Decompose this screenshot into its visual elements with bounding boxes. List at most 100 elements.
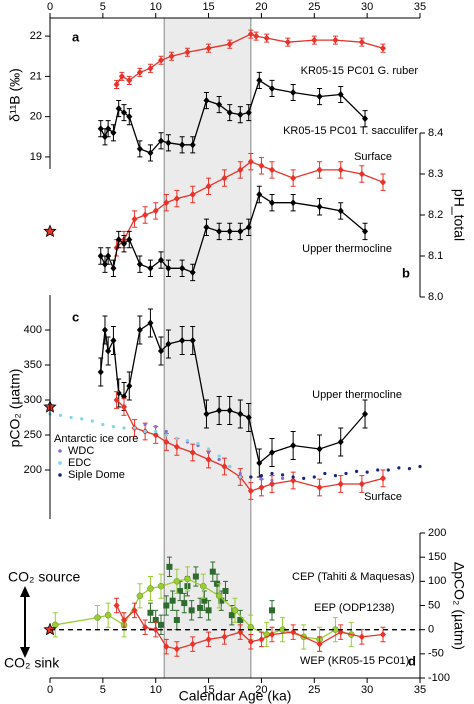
point <box>258 635 265 643</box>
point <box>216 227 223 235</box>
point <box>104 611 112 619</box>
point <box>152 431 159 439</box>
x-tick-label: 30 <box>361 1 373 13</box>
y-tick-label: 22 <box>30 30 42 42</box>
point <box>258 484 265 491</box>
point <box>280 473 285 477</box>
point <box>418 464 422 469</box>
point <box>337 166 344 174</box>
point <box>136 145 143 153</box>
point <box>269 199 275 207</box>
point <box>238 475 242 479</box>
point <box>203 410 210 418</box>
point <box>147 609 154 616</box>
point <box>231 607 239 614</box>
point <box>189 268 196 276</box>
x-tick-label: 15 <box>202 684 214 696</box>
annotation: CO₂ source <box>8 569 81 585</box>
point <box>105 347 112 355</box>
point <box>380 474 386 482</box>
point <box>126 236 133 244</box>
point <box>69 415 73 420</box>
point <box>256 459 263 467</box>
series-label: WEP (KR05-15 PC01) <box>300 655 409 667</box>
point <box>101 260 108 268</box>
x-axis-label: Calendar Age (ka) <box>179 688 292 704</box>
point <box>270 478 274 483</box>
point <box>203 223 210 231</box>
point <box>290 174 297 182</box>
series-line <box>100 79 366 154</box>
y-tick-label: 200 <box>24 464 42 476</box>
point <box>380 178 386 186</box>
point <box>316 445 323 453</box>
plot-layer <box>43 29 422 657</box>
point <box>158 56 164 64</box>
point <box>154 425 158 429</box>
point <box>215 592 223 600</box>
point <box>291 475 295 479</box>
point <box>110 337 117 344</box>
point <box>165 340 172 348</box>
point <box>263 34 270 42</box>
panel-label: b <box>402 265 410 280</box>
point <box>323 471 327 476</box>
point <box>365 470 369 474</box>
y-tick-label: 50 <box>428 599 440 611</box>
x-tick-label: 25 <box>308 1 320 13</box>
point <box>203 97 210 105</box>
series-label: EEP (ODP1238) <box>314 602 395 614</box>
series-line <box>100 322 366 465</box>
point <box>333 474 338 478</box>
point <box>90 419 94 423</box>
point <box>226 40 233 48</box>
point <box>362 227 369 235</box>
point <box>113 396 120 404</box>
point <box>165 264 172 272</box>
series-label: Upper thermocline <box>312 389 402 401</box>
point <box>152 626 159 634</box>
point <box>238 471 242 476</box>
point <box>166 563 173 570</box>
point <box>259 477 264 481</box>
point <box>189 640 196 648</box>
point <box>354 469 359 473</box>
point <box>185 439 190 443</box>
point <box>122 426 126 430</box>
point <box>101 422 105 427</box>
y-tick-label: -50 <box>428 648 444 660</box>
point <box>358 38 365 46</box>
y-axis-label: δ¹¹B (‰) <box>7 68 23 122</box>
point <box>237 617 244 623</box>
point <box>126 382 133 390</box>
point <box>179 141 186 149</box>
y-tick-label: 21 <box>30 70 42 82</box>
point <box>164 433 168 437</box>
point <box>280 476 285 480</box>
point <box>158 621 164 628</box>
point <box>397 466 401 470</box>
reference-star <box>43 224 57 238</box>
point <box>179 264 186 272</box>
point <box>201 597 208 604</box>
point <box>222 588 229 594</box>
point <box>147 64 154 72</box>
series-label: WDC <box>68 445 94 457</box>
y-axis-label: pH_total <box>451 189 467 241</box>
y-tick-label: 100 <box>428 575 446 587</box>
point <box>173 578 181 585</box>
x-tick-label: 0 <box>47 1 53 13</box>
legend-dot <box>58 449 62 453</box>
point <box>302 476 306 480</box>
point <box>269 449 275 456</box>
arrow-head-down <box>20 647 30 658</box>
x-tick-label: 20 <box>255 684 267 696</box>
point <box>247 158 254 166</box>
point <box>237 227 244 235</box>
series-line <box>100 193 366 274</box>
x-tick-label: 35 <box>414 684 426 696</box>
point <box>337 91 344 99</box>
point <box>221 463 228 470</box>
panel-label: d <box>408 653 416 668</box>
point <box>80 417 84 421</box>
